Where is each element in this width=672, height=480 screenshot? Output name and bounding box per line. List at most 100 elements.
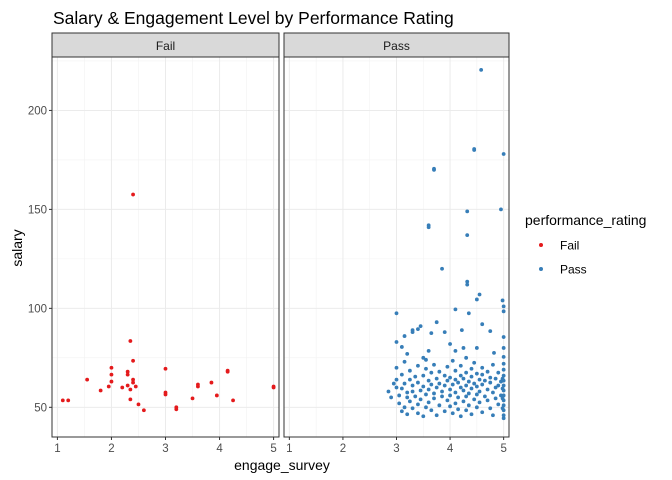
data-point-fail [209,380,214,385]
data-point-pass [418,397,423,402]
data-point-pass [501,152,506,156]
data-point-pass [469,412,474,417]
x-tick-label: 4 [447,443,454,455]
data-point-pass [501,335,506,339]
data-point-pass [493,385,498,390]
data-point-pass [424,405,428,410]
data-point-pass [432,362,436,367]
x-tick-label: 2 [108,443,114,455]
data-point-pass [458,385,463,390]
facet-strip-label-fail: Fail [156,39,175,53]
data-point-pass [399,345,404,349]
data-point-pass [418,388,423,393]
data-point-pass [500,376,505,381]
data-point-fail [98,388,103,393]
data-point-pass [480,382,485,387]
data-point-fail [109,379,114,384]
data-point-pass [501,403,506,408]
data-point-pass [485,387,490,392]
data-point-fail [85,377,90,382]
legend-key-pass [539,267,543,271]
data-point-fail [163,366,168,371]
data-point-pass [501,373,506,378]
x-tick-label: 3 [393,443,399,455]
data-point-pass [461,388,466,393]
data-point-pass [488,375,493,380]
data-point-pass [394,365,399,370]
legend-key-fail [539,243,543,247]
data-point-pass [500,298,505,303]
data-point-pass [434,385,439,390]
data-point-pass [469,374,474,379]
data-point-pass [448,342,452,346]
data-point-pass [480,372,485,377]
data-point-pass [418,324,423,329]
y-axis-title: salary [9,229,25,266]
data-point-fail [136,402,141,407]
data-point-pass [474,297,479,302]
data-point-pass [397,401,402,406]
data-point-pass [391,381,396,386]
data-point-fail [128,397,133,402]
data-point-pass [450,382,455,387]
data-point-pass [432,167,436,172]
data-point-pass [394,311,399,316]
data-point-pass [472,360,477,365]
data-point-pass [405,395,410,400]
data-point-pass [493,396,498,401]
data-point-pass [453,390,458,395]
x-tick-label: 5 [270,443,276,455]
data-point-pass [465,209,470,214]
data-point-pass [464,394,469,399]
data-point-pass [421,373,426,378]
data-point-pass [464,408,469,413]
data-point-fail [163,392,168,397]
data-point-pass [456,395,461,400]
data-point-pass [429,408,434,413]
data-point-pass [496,402,501,407]
data-point-fail [131,380,135,385]
data-point-pass [410,383,415,388]
data-point-pass [453,377,458,382]
data-point-pass [394,377,399,382]
data-point-pass [413,374,418,379]
data-point-pass [407,368,412,373]
x-tick-label: 5 [500,443,506,455]
data-point-pass [445,378,450,383]
data-point-pass [474,346,479,350]
data-point-pass [402,405,407,410]
data-point-pass [472,148,477,152]
data-point-pass [474,405,479,410]
data-point-pass [402,359,407,364]
data-point-fail [109,365,114,370]
data-point-pass [424,366,428,371]
data-point-pass [466,391,471,396]
data-point-pass [424,392,428,397]
data-point-pass [480,322,485,327]
data-point-pass [440,266,444,271]
data-point-fail [66,398,71,403]
data-point-fail [128,387,133,392]
data-point-pass [407,377,412,382]
data-point-pass [472,397,477,402]
data-point-pass [474,371,479,376]
data-point-fail [125,383,130,388]
data-point-pass [501,304,506,309]
data-point-pass [410,330,415,335]
facet-strip-label-pass: Pass [383,39,410,53]
data-point-pass [499,393,503,398]
data-point-pass [500,386,505,391]
data-point-fail [131,192,135,197]
x-tick-label: 4 [216,443,223,455]
data-point-pass [426,400,431,405]
data-point-pass [445,364,450,369]
data-point-pass [440,394,444,399]
data-point-pass [429,382,434,387]
legend-label-fail: Fail [560,239,579,253]
y-tick-label: 150 [28,204,47,216]
data-point-pass [437,381,442,386]
data-point-pass [469,386,474,391]
data-point-pass [399,409,404,414]
data-point-pass [421,355,426,360]
